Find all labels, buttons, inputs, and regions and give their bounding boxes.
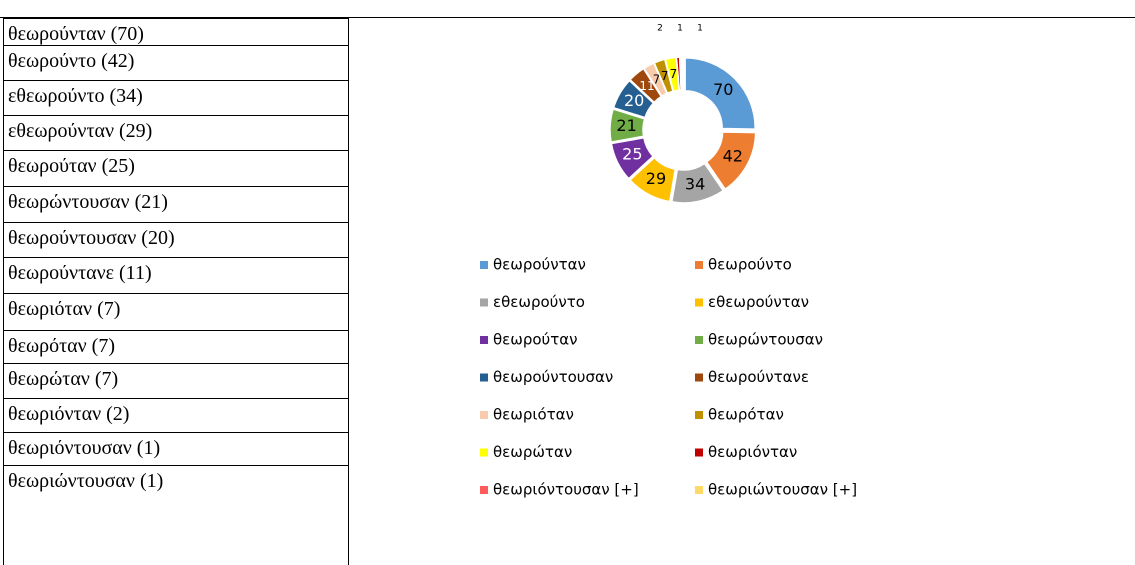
legend-swatch — [695, 448, 703, 457]
legend-label: θεωρώταν — [493, 443, 572, 461]
donut-slice — [684, 57, 756, 130]
data-label: 21 — [616, 116, 636, 135]
table: θεωρούνταν (70) θεωρούντο (42) εθεωρούντο … — [3, 18, 349, 565]
data-label: 34 — [685, 175, 705, 194]
data-label: 1 — [697, 24, 703, 34]
table-row: θεωρούνταν (70) — [4, 18, 348, 45]
legend-label: εθεωρούνταν — [708, 293, 809, 311]
legend-label: θεωρούταν — [493, 331, 578, 349]
data-label: 2 — [657, 24, 663, 34]
data-label: 1 — [677, 24, 683, 34]
legend-swatch — [480, 486, 488, 494]
table-row: θεωριόνταν (2) — [4, 398, 348, 432]
table-row: θεωρόταν (7) — [4, 330, 348, 363]
legend-label: εθεωρούντο — [493, 293, 585, 311]
legend-swatch — [480, 336, 488, 344]
data-label: 7 — [670, 67, 678, 81]
legend-label: θεωρώντουσαν — [708, 331, 823, 349]
legend-swatch — [480, 411, 488, 419]
donut-slice — [680, 56, 684, 91]
data-label: 11 — [639, 79, 654, 93]
legend-swatch — [695, 298, 703, 307]
table-row: θεωρώντουσαν (21) — [4, 186, 348, 222]
legend-label: θεωρούντο — [708, 256, 792, 274]
legend-label: θεωριόντουσαν [+] — [493, 481, 639, 499]
table-row: θεωριόταν (7) — [4, 293, 348, 330]
legend-swatch — [480, 373, 488, 382]
legend-label: θεωριόταν — [493, 406, 574, 424]
legend-swatch — [695, 261, 703, 269]
donut-slice — [705, 131, 757, 191]
donut-slice — [609, 108, 646, 143]
table-row: θεωρούντουσαν (20) — [4, 222, 348, 257]
table-row: θεωρούντανε (11) — [4, 257, 348, 293]
rule — [0, 17, 1135, 18]
data-label: 7 — [661, 69, 669, 83]
donut-slice — [670, 162, 725, 204]
donut-slice — [628, 156, 677, 203]
legend-swatch — [480, 448, 488, 457]
table-row: θεωριόντουσαν (1) — [4, 432, 348, 465]
table-row: εθεωρούνταν (29) — [4, 115, 348, 150]
table-row: θεωρούντο (42) — [4, 45, 348, 80]
legend-label: θεωρούνταν — [493, 256, 586, 274]
legend-label: θεωριώντουσαν [+] — [708, 481, 857, 499]
legend-label: θεωριόνταν — [708, 443, 797, 461]
donut-slice — [610, 136, 655, 180]
legend-label: θεωρούντανε — [708, 368, 809, 386]
legend-swatch — [695, 411, 703, 419]
legend-swatch — [480, 261, 488, 269]
table-row: θεωριώντουσαν (1) — [4, 465, 348, 500]
legend-swatch — [480, 298, 488, 307]
legend-swatch — [695, 486, 703, 494]
data-label: 20 — [624, 91, 644, 110]
legend-swatch — [695, 373, 703, 382]
legend-swatch — [695, 336, 703, 344]
legend-label: θεωρούντουσαν — [493, 368, 613, 386]
data-label: 70 — [713, 80, 733, 99]
table-row: θεωρούταν (25) — [4, 150, 348, 186]
data-label: 42 — [723, 146, 743, 165]
legend-label: θεωρόταν — [708, 406, 784, 424]
donut-slice — [612, 79, 655, 119]
data-label: 29 — [646, 169, 666, 188]
data-label: 7 — [653, 73, 661, 87]
table-row: θεωρώταν (7) — [4, 363, 348, 398]
table-row: εθεωρούντο (34) — [4, 80, 348, 115]
data-label: 25 — [622, 145, 642, 164]
